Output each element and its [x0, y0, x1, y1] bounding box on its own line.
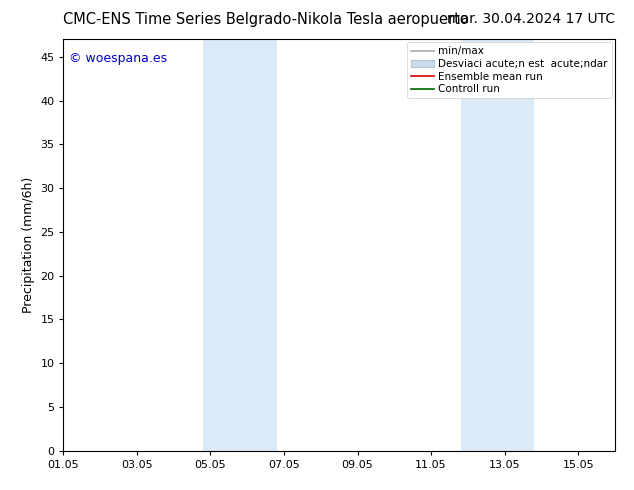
Bar: [460, 39, 534, 451]
Bar: [203, 39, 276, 451]
Y-axis label: Precipitation (mm/6h): Precipitation (mm/6h): [22, 177, 35, 313]
Text: mar. 30.04.2024 17 UTC: mar. 30.04.2024 17 UTC: [447, 12, 615, 26]
Text: © woespana.es: © woespana.es: [69, 51, 167, 65]
Legend: min/max, Desviaci acute;n est  acute;ndar, Ensemble mean run, Controll run: min/max, Desviaci acute;n est acute;ndar…: [407, 42, 612, 98]
Text: CMC-ENS Time Series Belgrado-Nikola Tesla aeropuerto: CMC-ENS Time Series Belgrado-Nikola Tesl…: [63, 12, 469, 27]
